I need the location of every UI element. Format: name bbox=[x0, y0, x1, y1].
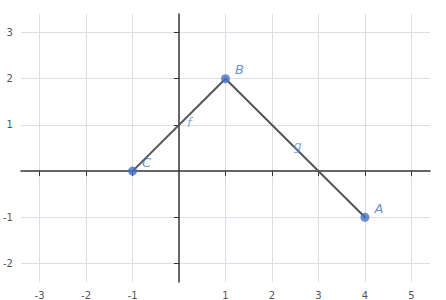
svg-text:C: C bbox=[142, 155, 152, 170]
svg-text:5: 5 bbox=[408, 290, 414, 300]
svg-text:-3: -3 bbox=[35, 290, 45, 300]
svg-text:-1: -1 bbox=[3, 212, 13, 223]
svg-text:1: 1 bbox=[222, 290, 228, 300]
svg-text:3: 3 bbox=[315, 290, 321, 300]
svg-text:f: f bbox=[187, 115, 194, 130]
svg-text:B: B bbox=[235, 62, 244, 77]
svg-text:-1: -1 bbox=[128, 290, 138, 300]
svg-text:2: 2 bbox=[7, 73, 13, 84]
svg-text:-2: -2 bbox=[81, 290, 91, 300]
svg-text:A: A bbox=[373, 201, 383, 216]
svg-text:1: 1 bbox=[7, 119, 13, 130]
svg-text:4: 4 bbox=[362, 290, 368, 300]
svg-text:3: 3 bbox=[7, 27, 13, 38]
svg-text:2: 2 bbox=[269, 290, 275, 300]
svg-text:g: g bbox=[293, 138, 301, 153]
svg-text:-2: -2 bbox=[3, 258, 13, 269]
